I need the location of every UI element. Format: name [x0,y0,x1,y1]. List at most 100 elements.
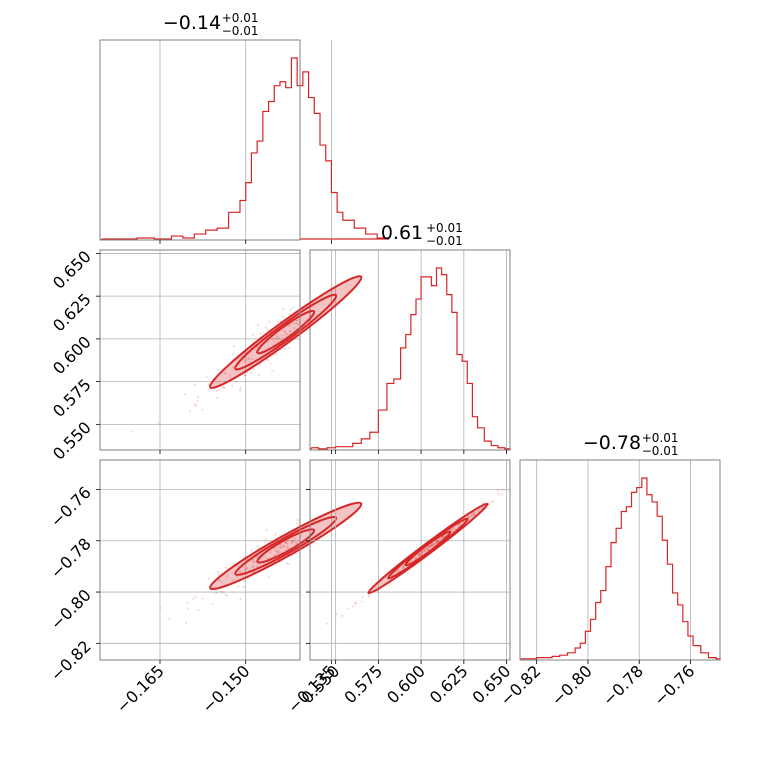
scatter-point [215,396,218,399]
scatter-point [287,547,290,550]
scatter-point [249,357,252,360]
scatter-point [289,309,292,312]
scatter-point [452,528,455,531]
scatter-point [434,541,437,544]
scatter-point [418,554,421,557]
scatter-point [217,368,220,371]
scatter-point [430,544,433,547]
scatter-point [414,556,417,559]
scatter-point [193,383,197,386]
scatter-point [354,602,357,605]
scatter-point [430,543,433,547]
panel-frame [99,459,301,661]
scatter-point [250,549,253,552]
scatter-point [286,333,289,336]
scatter-point [223,372,226,375]
histogram-0 [99,57,390,241]
scatter-point [472,511,476,515]
y-tick-label: 0.550 [49,418,95,464]
scatter-point [289,329,292,333]
scatter-point [434,542,437,545]
scatter-point [278,547,281,550]
scatter-point [196,399,199,402]
scatter-point [401,567,404,570]
scatter-point [436,541,439,544]
scatter-point [426,546,429,550]
scatter-point [221,581,224,584]
histogram-2 [519,477,721,661]
scatter-point [284,347,287,351]
scatter-point [188,410,192,413]
scatter-point [221,590,225,594]
scatter-point [232,345,236,348]
scatter-point [429,546,432,549]
scatter-point [246,358,250,361]
y-tick-label: 0.575 [49,375,95,421]
scatter-point [275,352,278,355]
scatter-point [236,575,239,578]
param-title-minus-2: −0.01 [642,444,679,458]
scatter-point [296,322,299,326]
scatter-point [296,522,299,525]
contour-level-2 [256,309,316,355]
scatter-point [252,560,255,564]
scatter-point [424,549,427,553]
histogram-1 [309,267,511,451]
scatter-point [211,602,214,605]
scatter-point [427,545,430,548]
scatter-point [218,578,221,582]
scatter-point [441,536,444,540]
scatter-point [415,556,418,559]
scatter-point [269,551,272,554]
scatter-point [441,536,444,539]
scatter-point [243,580,246,583]
scatter-point [232,366,235,369]
scatter-point [262,555,266,558]
scatter-point [265,538,268,541]
scatter-point [432,545,435,548]
scatter-point [418,552,421,555]
scatter-point [254,348,257,352]
scatter-point [267,575,270,579]
scatter-point [419,553,422,557]
scatter-point [259,332,263,335]
scatter-point [443,534,446,537]
scatter-point [293,327,296,330]
scatter-point [437,540,440,543]
scatter-point [429,545,432,548]
scatter-point [243,359,246,362]
scatter-point [244,373,247,377]
scatter-point [281,315,284,318]
scatter-point [222,386,225,389]
param-title-minus-1: −0.01 [426,234,463,248]
scatter-point [225,575,229,578]
scatter-point [419,553,422,556]
scatter-point [432,542,436,545]
scatter-point [186,601,189,604]
scatter-panel-p1_p2 [306,459,511,664]
scatter-point [335,612,339,616]
scatter-point [281,333,284,337]
scatter-point [283,545,286,548]
scatter-point [431,542,434,546]
scatter-point [401,565,404,569]
scatter-point [245,567,248,570]
scatter-point [242,556,245,559]
param-title-1: 0.61 [381,222,423,244]
scatter-point [406,572,410,575]
scatter-point [266,328,269,332]
scatter-point [291,541,294,545]
scatter-point [450,528,453,531]
scatter-point [293,537,296,540]
scatter-point [296,319,299,322]
scatter-point [273,553,277,556]
scatter-point [239,387,242,390]
scatter-point [276,338,280,341]
scatter-point [291,540,294,543]
scatter-point [435,540,438,543]
scatter-point [282,308,285,311]
param-title-plus-0: +0.01 [222,11,259,25]
param-title-2: −0.78 [583,432,641,454]
scatter-point [271,369,274,372]
contour-level-0 [367,502,489,595]
